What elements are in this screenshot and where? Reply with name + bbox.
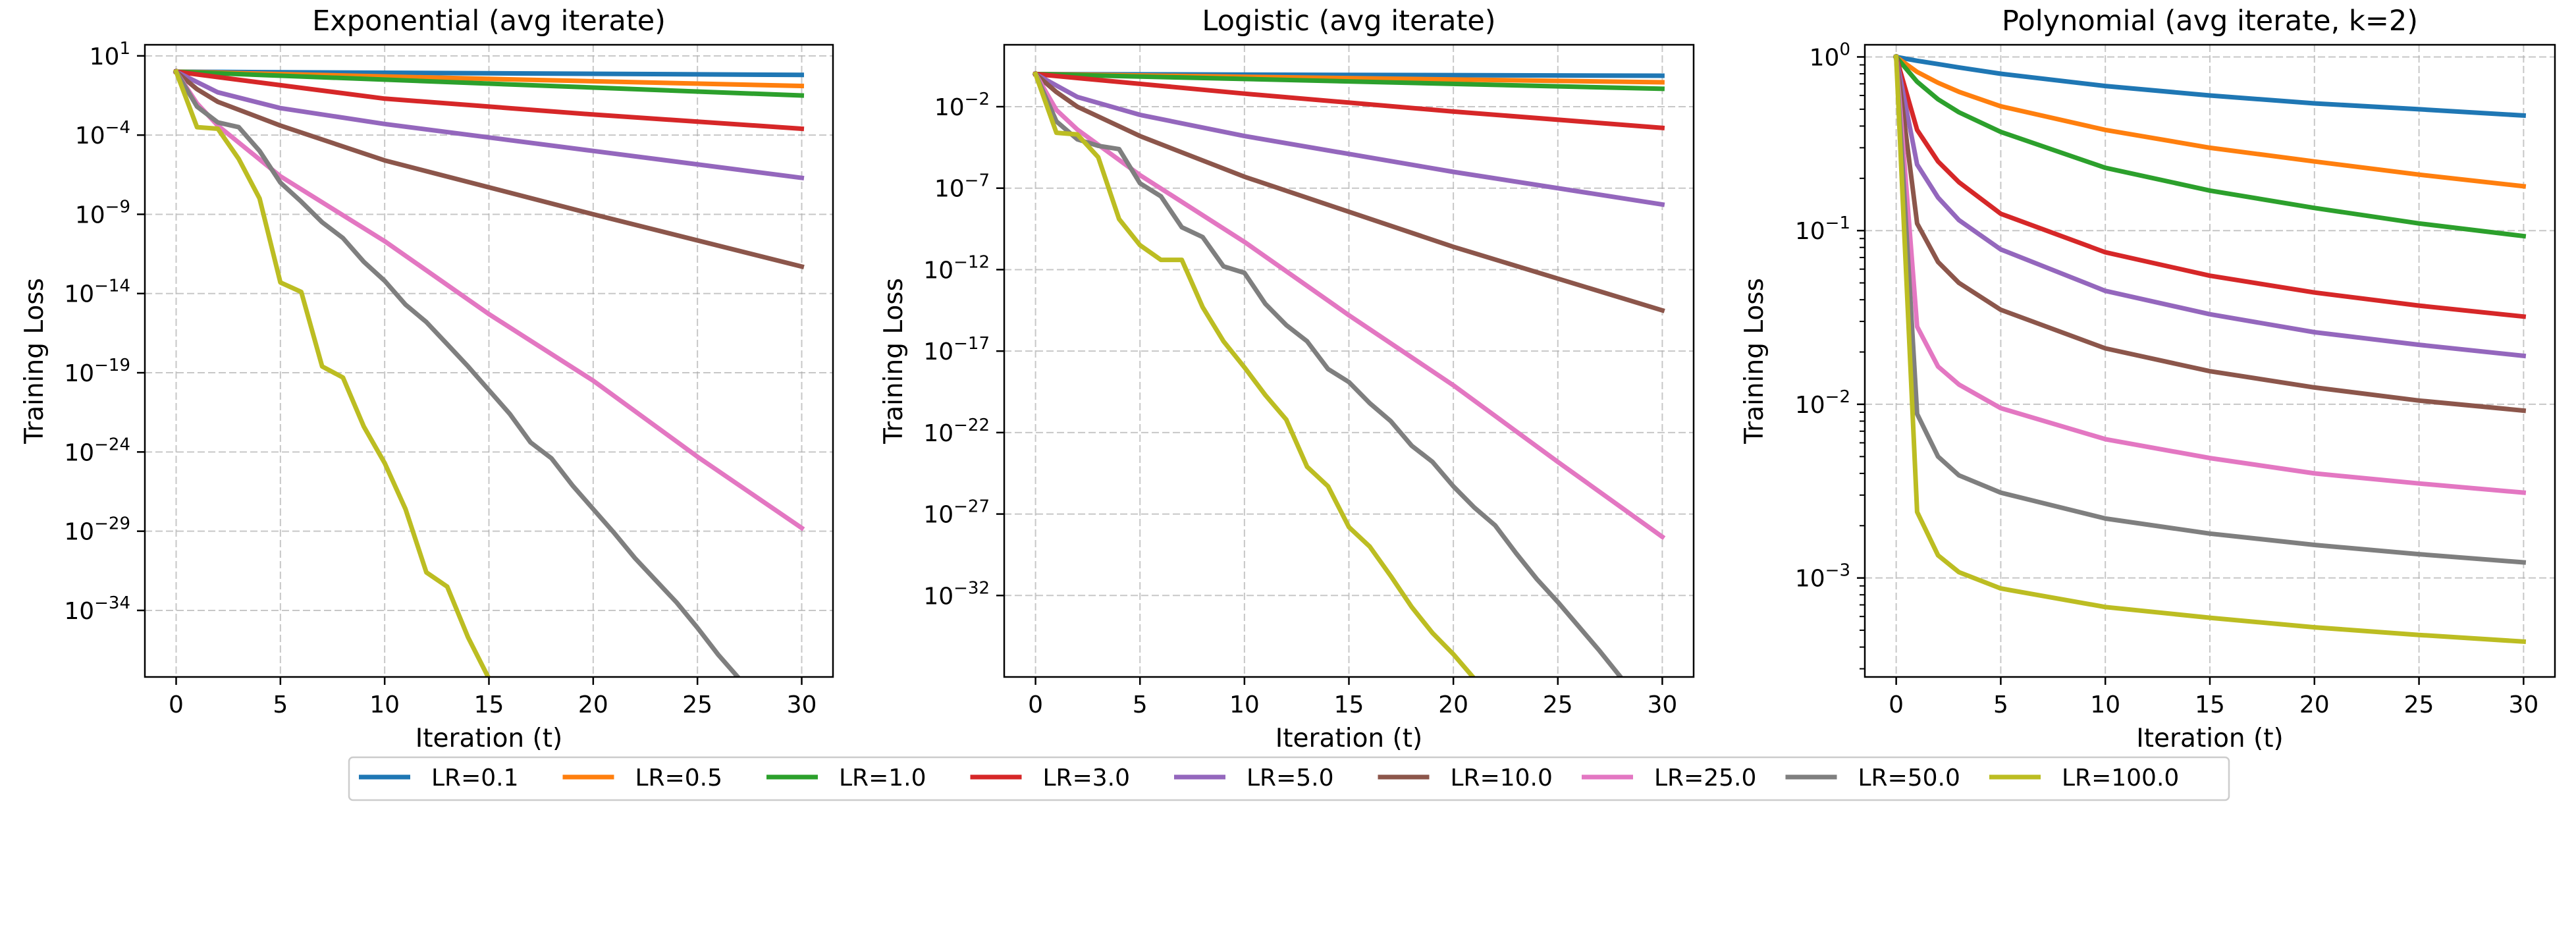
x-tick-label: 0 [169,691,184,718]
y-tick-label: 10−1 [1795,213,1850,245]
series-line-lr-25-0 [1032,70,1666,541]
y-axis-label: Training Loss [1740,278,1769,445]
legend-frame [348,756,2230,801]
y-tick-label: 10−12 [923,252,990,284]
chart-title: Exponential (avg iterate) [312,5,666,38]
y-tick-label: 10−32 [923,578,990,610]
x-tick-label: 20 [2299,691,2330,718]
chart-panel-0: 0 5 10 15 20 25 30 101 10−4 10−9 10−14 10−19 10−24 10… [20,5,834,753]
legend-label: LR=1.0 [839,765,926,792]
chart-panel-2: 0 5 10 15 20 25 30 100 10−1 10−2 10−3 Polynomial (a… [1740,5,2556,753]
x-tick-label: 25 [682,691,712,718]
y-tick-label: 10−24 [64,435,130,466]
legend-item: LR=1.0 [766,765,926,792]
x-tick-label: 20 [1438,691,1468,718]
legend-item: LR=3.0 [970,765,1131,792]
series-line-lr-50-0 [1032,70,1624,677]
legend-label: LR=5.0 [1247,765,1334,792]
legend-label: LR=50.0 [1858,765,1960,792]
legend-item: LR=100.0 [1989,765,2179,792]
x-tick-label: 5 [273,691,288,718]
x-tick-label: 15 [2195,691,2225,718]
legend-item: LR=0.5 [562,765,723,792]
series-line-lr-1-0 [1033,71,1665,92]
series-line-lr-10-0 [1893,54,2527,414]
legend-item: LR=0.1 [359,765,519,792]
series-line-lr-10-0 [173,68,805,270]
y-tick-label: 10−19 [64,356,130,387]
y-tick-label: 10−17 [923,334,990,365]
x-tick-label: 30 [2508,691,2538,718]
x-tick-label: 10 [2090,691,2120,718]
legend-label: LR=10.0 [1451,765,1553,792]
legend-label: LR=25.0 [1654,765,1756,792]
y-tick-label: 100 [1810,40,1850,71]
series-line-lr-5-0 [1032,70,1665,207]
legend-item: LR=5.0 [1174,765,1334,792]
legend-label: LR=3.0 [1043,765,1131,792]
x-tick-label: 25 [1543,691,1573,718]
x-tick-label: 0 [1889,691,1904,718]
legend-label: LR=0.5 [635,765,723,792]
y-tick-label: 10−22 [923,416,990,447]
series-line-lr-3-0 [1033,71,1665,130]
y-axis-label: Training Loss [879,278,909,445]
x-tick-label: 25 [2404,691,2434,718]
series-line-lr-0-5 [1892,53,2527,189]
y-tick-label: 10−3 [1795,561,1850,593]
y-tick-label: 10−2 [1795,387,1850,419]
y-tick-label: 10−9 [75,197,130,229]
y-tick-label: 10−7 [934,171,990,203]
chart-title: Logistic (avg iterate) [1202,5,1495,38]
legend: LR=0.1 LR=0.5 LR=1.0 LR=3.0 LR=5.0 LR=10.0 LR=… [348,756,2230,801]
legend-item: LR=10.0 [1378,765,1553,792]
x-tick-label: 15 [474,691,504,718]
x-tick-label: 30 [1648,691,1678,718]
series-line-lr-3-0 [1893,54,2527,319]
y-axis-label: Training Loss [20,278,49,445]
x-tick-label: 30 [787,691,817,718]
y-tick-label: 10−14 [64,277,130,308]
x-tick-label: 5 [1133,691,1148,718]
y-tick-label: 10−4 [75,118,130,149]
series-line-lr-3-0 [173,68,805,132]
y-tick-label: 10−27 [923,497,990,529]
x-axis-label: Iteration (t) [2136,724,2284,753]
x-axis-label: Iteration (t) [1275,724,1423,753]
legend-item: LR=50.0 [1785,765,1960,792]
y-tick-label: 10−34 [64,593,130,625]
x-axis-label: Iteration (t) [416,724,563,753]
series-line-lr-5-0 [1893,54,2527,359]
series-group [173,68,805,677]
series-line-lr-1-0 [1892,53,2527,239]
series-group [1892,53,2527,645]
x-tick-label: 0 [1028,691,1043,718]
series-line-lr-1-0 [173,69,805,98]
y-tick-label: 10−2 [934,90,990,121]
series-line-lr-100-0 [1893,54,2527,645]
series-line-lr-25-0 [1893,54,2527,495]
x-tick-label: 15 [1334,691,1364,718]
x-tick-label: 10 [1229,691,1260,718]
series-line-lr-50-0 [1893,54,2527,565]
chart-title: Polynomial (avg iterate, k=2) [2002,5,2418,38]
series-line-lr-10-0 [1032,70,1665,313]
series-line-lr-100-0 [173,68,491,677]
legend-label: LR=0.1 [431,765,519,792]
chart-panel-1: 0 5 10 15 20 25 30 10−2 10−7 10−12 10−17 10−22 10−27… [879,5,1695,753]
series-line-lr-100-0 [1033,71,1476,677]
series-group [1032,70,1666,677]
series-line-lr-5-0 [173,68,805,181]
series-line-lr-0-1 [1893,54,2527,119]
series-line-lr-50-0 [173,68,741,677]
legend-label: LR=100.0 [2062,765,2179,792]
x-tick-label: 5 [1993,691,2008,718]
y-tick-label: 10−29 [64,514,130,546]
legend-item: LR=25.0 [1582,765,1756,792]
x-tick-label: 20 [578,691,608,718]
y-tick-label: 101 [90,39,130,70]
x-tick-label: 10 [369,691,400,718]
